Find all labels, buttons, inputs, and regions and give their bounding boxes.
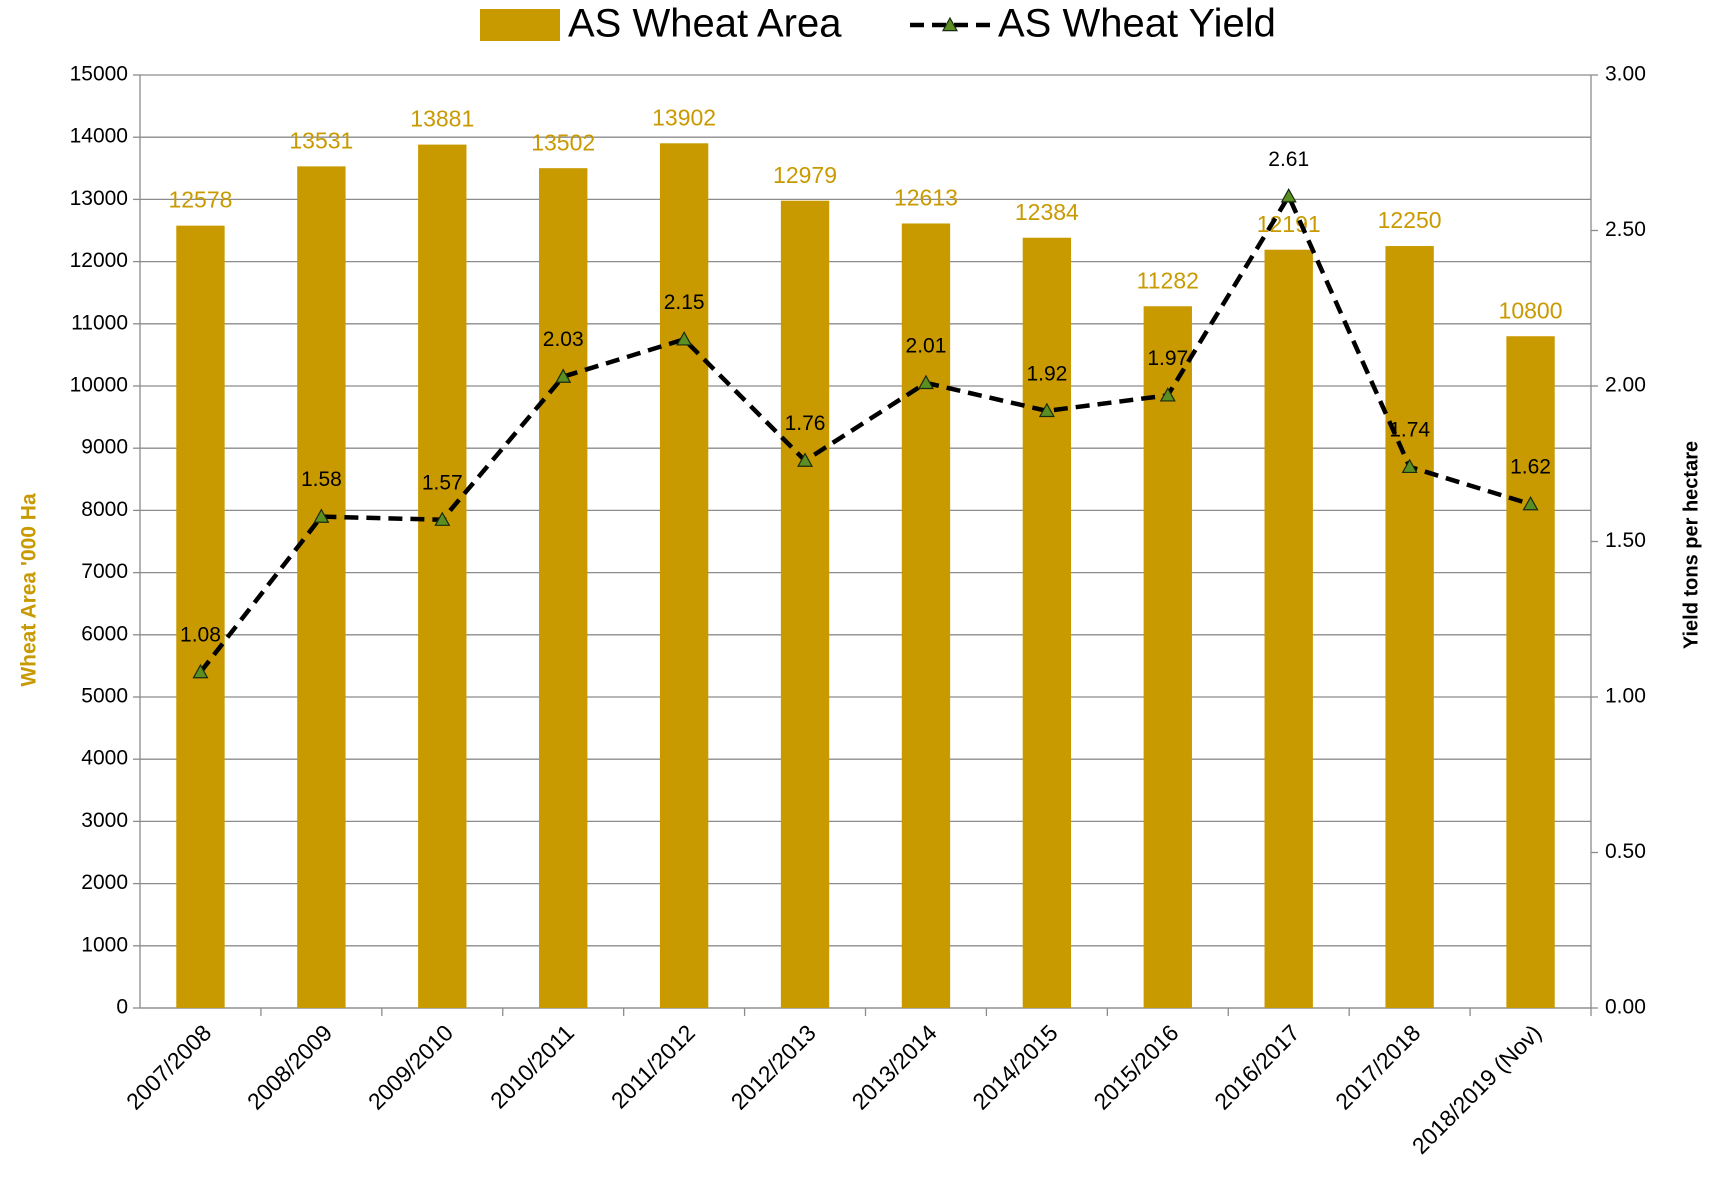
- line-value-label: 1.08: [180, 624, 221, 647]
- line-value-label: 1.97: [1147, 347, 1188, 370]
- y2-tick-label: 0.50: [1605, 840, 1646, 863]
- line-marker: [1038, 402, 1055, 418]
- bar: [539, 168, 588, 1008]
- y-tick-label: 2000: [81, 871, 128, 894]
- y-tick-label: 12000: [70, 249, 128, 272]
- legend-label: AS Wheat Yield: [998, 2, 1276, 46]
- y-tick-label: 6000: [81, 622, 128, 645]
- line-marker: [1280, 188, 1297, 203]
- line-marker: [192, 663, 209, 679]
- bar-value-label: 12613: [894, 185, 958, 211]
- bar: [1264, 249, 1313, 1009]
- x-tick-label: 2009/2010: [363, 1019, 458, 1114]
- bar-value-label: 11282: [1137, 267, 1199, 293]
- line-value-label: 1.62: [1510, 456, 1551, 479]
- line-value-label: 2.03: [543, 328, 584, 351]
- x-tick-label: 2013/2014: [847, 1019, 942, 1114]
- x-tick-label: 2007/2008: [121, 1019, 216, 1114]
- legend-label: AS Wheat Area: [568, 2, 842, 46]
- y-tick-label: 14000: [70, 125, 128, 148]
- y2-axis-title: Yield tons per hectare: [1680, 441, 1702, 649]
- bar: [1143, 306, 1192, 1008]
- y2-tick-label: 1.50: [1605, 529, 1646, 552]
- bar-value-label: 12979: [773, 162, 837, 188]
- bar-value-label: 12384: [1015, 199, 1079, 225]
- line-marker: [1522, 495, 1539, 511]
- line-marker: [313, 508, 330, 523]
- y-tick-label: 1000: [81, 933, 128, 956]
- bar-value-label: 13881: [410, 106, 474, 132]
- line-marker: [555, 368, 572, 383]
- line-value-label: 1.92: [1026, 362, 1067, 385]
- y-tick-label: 13000: [70, 187, 128, 210]
- x-tick-label: 2008/2009: [242, 1019, 337, 1114]
- y-tick-label: 4000: [81, 747, 128, 770]
- line-marker: [917, 374, 934, 390]
- bar: [1385, 246, 1434, 1009]
- legend-marker: [941, 16, 959, 32]
- bar-value-label: 12250: [1378, 207, 1442, 233]
- y-tick-label: 0: [116, 996, 128, 1019]
- bar-value-label: 10800: [1499, 297, 1563, 323]
- line-value-label: 1.57: [422, 471, 463, 494]
- y-axis-title: Wheat Area '000 Ha: [18, 493, 41, 687]
- y2-tick-label: 2.50: [1605, 218, 1646, 241]
- line-value-label: 1.76: [785, 412, 826, 435]
- bar: [297, 166, 346, 1008]
- x-tick-label: 2017/2018: [1330, 1019, 1425, 1114]
- line-value-label: 2.15: [664, 291, 705, 314]
- bar-value-label: 13902: [652, 104, 716, 130]
- bar: [901, 223, 951, 1008]
- y2-tick-label: 2.00: [1605, 374, 1646, 397]
- x-tick-label: 2014/2015: [967, 1019, 1062, 1114]
- x-tick-label: 2018/2019 (Nov): [1407, 1019, 1547, 1159]
- bar: [1022, 237, 1072, 1008]
- line-marker: [797, 452, 814, 467]
- bar: [780, 200, 830, 1009]
- bar: [1506, 336, 1555, 1008]
- line-value-label: 1.74: [1389, 418, 1430, 441]
- bar: [659, 143, 709, 1008]
- legend-swatch: [480, 9, 560, 41]
- x-tick-label: 2012/2013: [726, 1019, 821, 1114]
- line-marker: [434, 511, 451, 526]
- bar-value-label: 12578: [168, 187, 232, 213]
- y-tick-label: 11000: [71, 311, 128, 334]
- yield-line: [198, 191, 1532, 674]
- x-tick-label: 2016/2017: [1209, 1019, 1304, 1114]
- line-value-label: 2.01: [906, 334, 947, 357]
- y-tick-label: 7000: [81, 560, 128, 583]
- line-value-label: 2.61: [1268, 148, 1309, 171]
- line-marker: [1401, 458, 1418, 474]
- y-tick-label: 3000: [81, 809, 128, 832]
- bar-value-label: 12191: [1257, 211, 1321, 237]
- x-tick-label: 2010/2011: [485, 1019, 579, 1113]
- y2-tick-label: 0.00: [1605, 996, 1646, 1019]
- line-marker: [676, 331, 693, 346]
- bar: [418, 144, 467, 1008]
- line-marker: [1159, 387, 1176, 402]
- bar: [176, 225, 225, 1008]
- y-tick-label: 8000: [81, 498, 128, 521]
- y-tick-label: 15000: [70, 63, 128, 86]
- y-tick-label: 9000: [81, 436, 128, 459]
- y2-tick-label: 3.00: [1605, 63, 1646, 86]
- y2-tick-label: 1.00: [1605, 685, 1646, 708]
- x-tick-label: 2011/2012: [606, 1019, 700, 1113]
- bar-value-label: 13502: [531, 129, 595, 155]
- x-tick-label: 2015/2016: [1088, 1019, 1183, 1114]
- line-value-label: 1.58: [301, 468, 342, 491]
- y-tick-label: 5000: [81, 685, 128, 708]
- bar-value-label: 13531: [289, 127, 353, 153]
- y-tick-label: 10000: [70, 374, 128, 397]
